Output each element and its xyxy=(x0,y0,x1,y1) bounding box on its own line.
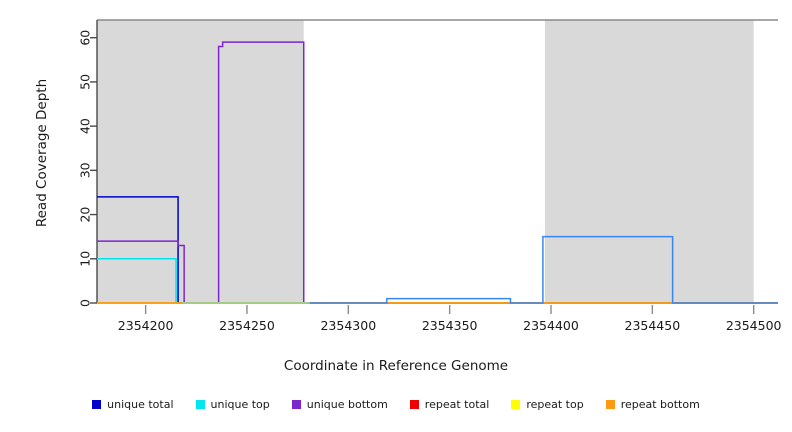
legend-item-unique-total: unique total xyxy=(92,398,174,411)
series-secondary-coverage xyxy=(305,235,778,304)
y-axis-label-container: Read Coverage Depth xyxy=(0,0,50,310)
legend-item-unique-bottom: unique bottom xyxy=(291,398,388,411)
y-tick-label-50: 50 xyxy=(78,74,93,90)
legend-item-unique-top: unique top xyxy=(195,398,270,411)
x-tick-label-2354200: 2354200 xyxy=(118,318,174,333)
x-tick-label-2354450: 2354450 xyxy=(625,318,681,333)
y-tick-label-40: 40 xyxy=(78,118,93,134)
x-tick-label-2354300: 2354300 xyxy=(320,318,376,333)
x-tick-label-2354350: 2354350 xyxy=(422,318,478,333)
legend-label: unique top xyxy=(210,398,270,411)
x-tick-label-2354500: 2354500 xyxy=(726,318,782,333)
legend-swatch-icon xyxy=(409,400,419,409)
legend-swatch-icon xyxy=(511,400,521,409)
legend-label: unique total xyxy=(107,398,174,411)
legend-label: repeat bottom xyxy=(620,398,700,411)
x-axis-label: Coordinate in Reference Genome xyxy=(283,358,509,374)
legend-item-repeat-bottom: repeat bottom xyxy=(605,398,700,411)
shaded-region-0 xyxy=(97,20,304,303)
legend-label: repeat total xyxy=(424,398,490,411)
y-tick-label-60: 60 xyxy=(78,30,93,46)
x-tick-label-2354250: 2354250 xyxy=(219,318,275,333)
legend-swatch-icon xyxy=(605,400,615,409)
chart-legend: unique total unique top unique bottom repea… xyxy=(0,398,792,411)
y-tick-label-30: 30 xyxy=(78,162,93,178)
legend-swatch-icon xyxy=(291,400,301,409)
legend-item-repeat-total: repeat total xyxy=(409,398,490,411)
legend-item-repeat-top: repeat top xyxy=(511,398,584,411)
series-unique-bottom xyxy=(97,41,778,304)
legend-label: unique bottom xyxy=(306,398,388,411)
y-tick-label-10: 10 xyxy=(78,251,93,267)
y-tick-label-0: 0 xyxy=(78,299,93,307)
y-axis-label: Read Coverage Depth xyxy=(34,78,50,228)
shaded-region-1 xyxy=(544,20,754,303)
legend-swatch-icon xyxy=(195,400,205,409)
legend-swatch-icon xyxy=(92,400,102,409)
x-tick-label-2354400: 2354400 xyxy=(523,318,579,333)
legend-label: repeat top xyxy=(526,398,584,411)
y-tick-label-20: 20 xyxy=(78,207,93,223)
